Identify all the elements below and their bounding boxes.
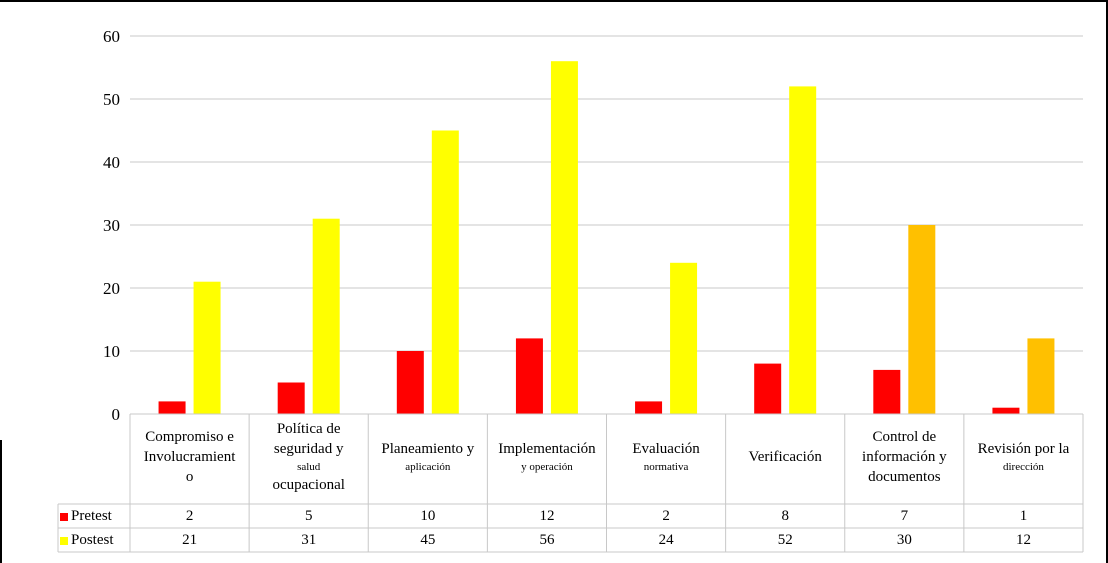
- category-label: Compromiso e Involucramient o: [130, 416, 249, 498]
- category-label-line: o: [185, 469, 194, 486]
- category-label-line: salud: [297, 460, 321, 473]
- category-label-line: y operación: [521, 460, 573, 473]
- category-label: Verificación: [726, 416, 845, 498]
- category-label: Implementación y operación: [487, 416, 606, 498]
- pretest-bar: [158, 401, 186, 414]
- category-label-line: seguridad y: [273, 441, 344, 458]
- category-label: Control de información y documentos: [845, 416, 964, 498]
- category-label: Evaluación normativa: [607, 416, 726, 498]
- legend-label: Postest: [71, 532, 114, 548]
- postest-bar: [908, 225, 936, 414]
- table-value-cell: 8: [781, 508, 789, 524]
- table-value-cell: 2: [185, 508, 194, 524]
- postest-bar: [789, 86, 817, 415]
- table-value-cell: 56: [539, 532, 555, 548]
- frame-left-rule: [0, 440, 2, 563]
- category-label: Revisión por la dirección: [964, 416, 1083, 498]
- category-label-line: Control de: [872, 428, 937, 445]
- pretest-bar: [992, 407, 1020, 414]
- category-label-line: Involucramient: [143, 448, 236, 465]
- category-label-line: información y: [862, 448, 947, 465]
- pretest-bar: [515, 338, 543, 414]
- table-value-cell: 7: [900, 508, 909, 524]
- table-value-cell: 21: [182, 532, 198, 548]
- category-label-line: normativa: [643, 460, 689, 473]
- postest-bar: [193, 281, 221, 414]
- legend-entry: Postest: [58, 529, 138, 552]
- pretest-bar: [873, 369, 901, 414]
- table-value-cell: 52: [777, 532, 793, 548]
- pretest-bar: [277, 382, 305, 414]
- postest-bar: [670, 262, 698, 414]
- category-label: Planeamiento y aplicación: [368, 416, 487, 498]
- postest-bar: [1027, 338, 1055, 414]
- postest-bar: [312, 218, 340, 414]
- pretest-bar: [635, 401, 663, 414]
- category-label-line: documentos: [868, 469, 941, 486]
- y-tick-label: 0: [112, 405, 121, 424]
- table-value-cell: 1: [1019, 508, 1028, 524]
- legend-label: Pretest: [71, 508, 112, 524]
- y-tick-label: 10: [103, 342, 120, 361]
- legend-entry: Pretest: [58, 505, 138, 528]
- y-tick-label: 20: [103, 279, 120, 298]
- category-label-line: dirección: [1002, 460, 1044, 473]
- y-tick-label: 30: [103, 216, 120, 235]
- table-value-cell: 5: [304, 508, 313, 524]
- category-label-line: aplicación: [405, 460, 451, 473]
- category-label-line: Compromiso e: [145, 428, 234, 445]
- table-value-cell: 30: [896, 532, 912, 548]
- category-label-line: Implementación: [498, 441, 596, 458]
- postest-bar: [431, 130, 459, 414]
- category-label: Política de seguridad y salud ocupacional: [249, 416, 368, 498]
- postest-bar: [550, 61, 578, 414]
- legend-swatch: [60, 536, 68, 545]
- table-value-cell: 10: [420, 508, 436, 524]
- pretest-bar: [754, 363, 782, 414]
- category-label-line: Planeamiento y: [381, 441, 475, 458]
- table-value-cell: 24: [658, 532, 674, 548]
- y-tick-label: 50: [103, 90, 120, 109]
- table-value-cell: 45: [420, 532, 436, 548]
- table-value-cell: 2: [662, 508, 670, 524]
- category-label-line: Política de: [276, 421, 341, 438]
- category-label-line: Verificación: [748, 448, 822, 465]
- category-label-line: ocupacional: [272, 476, 345, 493]
- table-value-cell: 12: [1015, 532, 1031, 548]
- category-label-line: Evaluación: [632, 441, 700, 458]
- pretest-bar: [396, 351, 424, 414]
- table-value-cell: 31: [301, 532, 317, 548]
- legend-swatch: [60, 512, 68, 521]
- table-value-cell: 12: [539, 508, 555, 524]
- y-tick-label: 40: [103, 153, 120, 172]
- y-tick-label: 60: [103, 27, 120, 46]
- category-label-line: Revisión por la: [977, 441, 1070, 458]
